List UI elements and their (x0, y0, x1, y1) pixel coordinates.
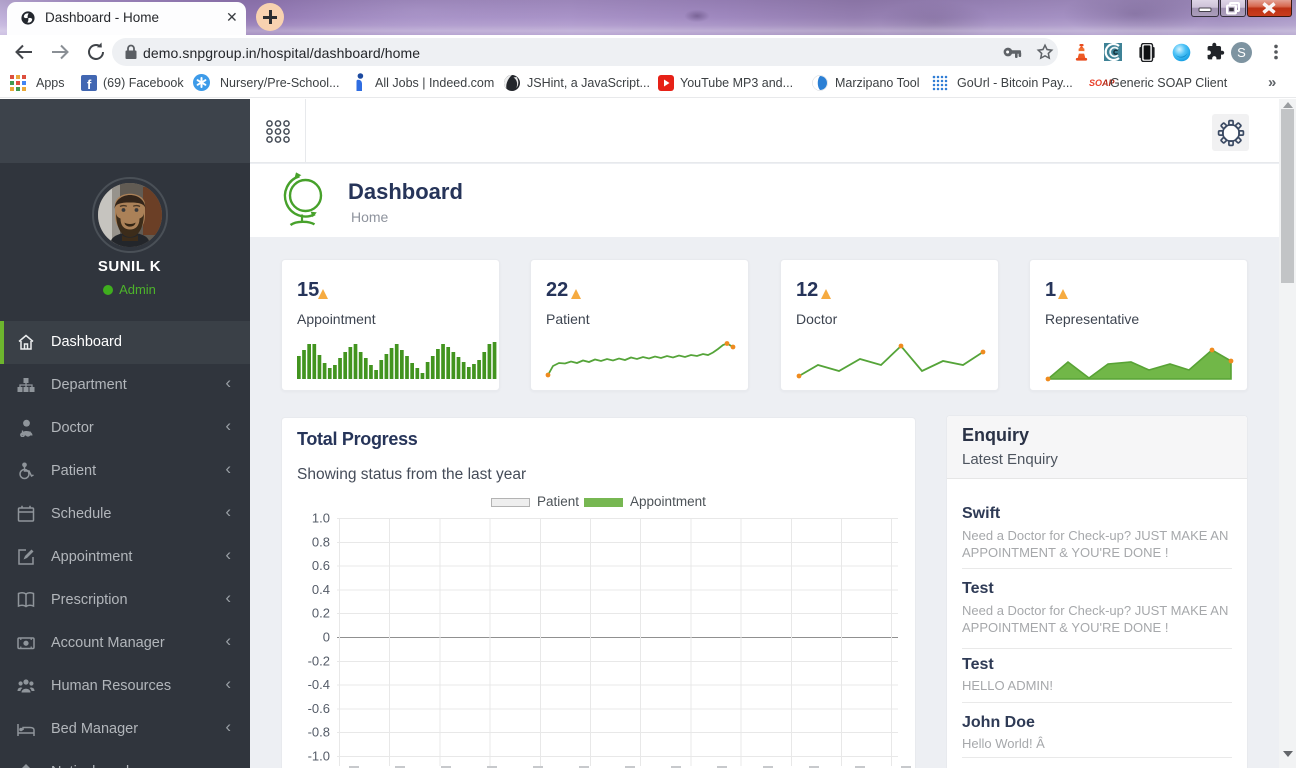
svg-text:-0.8: -0.8 (308, 725, 330, 740)
svg-text:-0.6: -0.6 (308, 701, 330, 716)
svg-text:0.8: 0.8 (312, 534, 330, 549)
svg-text:0.4: 0.4 (312, 582, 330, 597)
svg-text:0.6: 0.6 (312, 558, 330, 573)
svg-text:-1.0: -1.0 (308, 749, 330, 764)
svg-text:-0.2: -0.2 (308, 653, 330, 668)
svg-text:-0.4: -0.4 (308, 677, 330, 692)
svg-text:0.2: 0.2 (312, 606, 330, 621)
svg-text:1.0: 1.0 (312, 512, 330, 526)
svg-text:0: 0 (323, 630, 330, 645)
